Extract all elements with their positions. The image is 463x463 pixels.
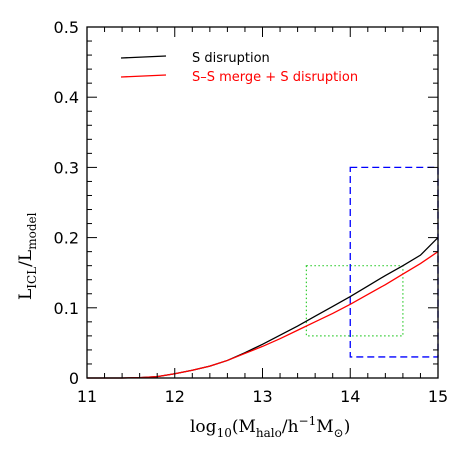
legend-label: S–S merge + S disruption (192, 70, 358, 85)
blue-dashed-box (349, 166, 439, 358)
x-axis-label: log10(Mhalo/h−1M⊙) (190, 414, 350, 440)
x-tick-label: 13 (252, 387, 272, 406)
x-tick-labels: 11 12 13 14 15 (77, 387, 448, 406)
y-tick-labels: 0 0.1 0.2 0.3 0.4 0.5 (54, 18, 79, 388)
series-lines (87, 237, 439, 379)
y-axis-label: LICL/Lmodel (16, 212, 39, 300)
legend-label: S disruption (192, 51, 270, 66)
y-tick-label: 0.2 (54, 229, 79, 248)
y-tick-label: 0.5 (54, 18, 79, 37)
y-tick-label: 0.4 (54, 88, 79, 107)
x-tick-label: 11 (77, 387, 97, 406)
green-dotted-box (305, 265, 404, 337)
legend-swatch (120, 55, 167, 59)
legend-swatch (120, 74, 167, 78)
x-tick-label: 15 (428, 387, 448, 406)
y-tick-label: 0.1 (54, 299, 79, 318)
x-tick-label: 12 (165, 387, 185, 406)
axis-ticks (86, 26, 439, 379)
legend: S disruption S–S merge + S disruption (120, 51, 358, 85)
y-tick-label: 0 (69, 369, 79, 388)
annotation-regions (305, 166, 439, 358)
series-line-2 (87, 251, 439, 379)
y-tick-label: 0.3 (54, 158, 79, 177)
series-line-1 (87, 237, 439, 379)
x-tick-label: 14 (340, 387, 360, 406)
